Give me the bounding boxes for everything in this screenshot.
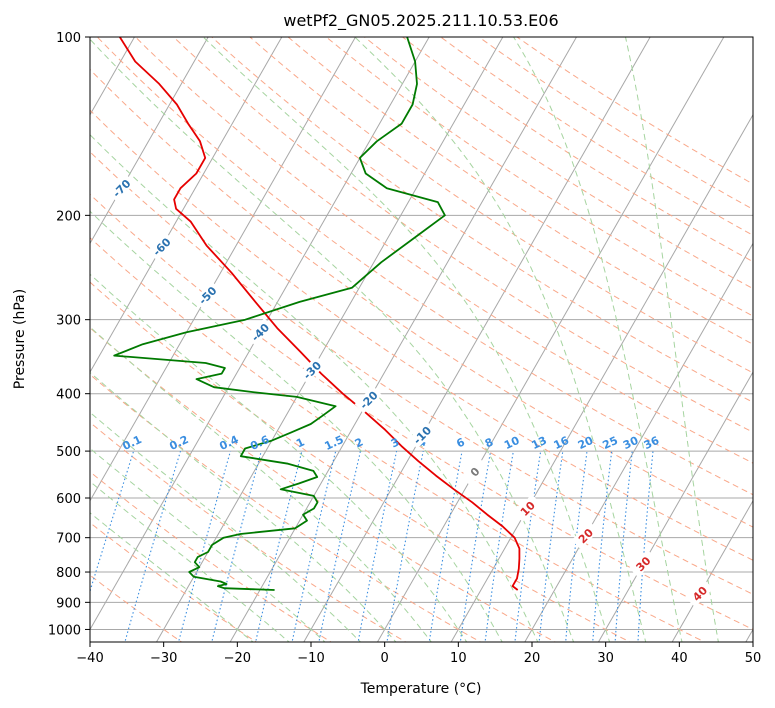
axes: −40 −30 −20 −10 0 10 20 30 40 50 100 200 300 400 500 60…: [48, 31, 761, 666]
isotherm-line: [90, 37, 283, 374]
mixing-ratio-line: [124, 450, 182, 642]
y-tick-label: 1000: [48, 623, 81, 638]
y-tick-label: 400: [56, 388, 81, 403]
mixing-ratio-label: 10: [502, 434, 522, 452]
chart-title: wetPf2_GN05.2025.211.10.53.E06: [283, 11, 558, 31]
mixing-ratio-label: 30: [621, 434, 641, 452]
isotherm-label-background: [297, 355, 326, 384]
dry-adiabat-line: [90, 281, 631, 642]
x-tick-label: 40: [671, 651, 688, 666]
isotherm-label-background: [354, 385, 383, 414]
moist-adiabat-line: [202, 37, 611, 642]
moist-adiabat-line: [625, 37, 719, 642]
dry-adiabat-line: [134, 37, 753, 464]
isotherm-label-background: [246, 318, 274, 346]
mixing-ratio-label: 20: [576, 434, 596, 452]
isotherm-label-background: [147, 232, 176, 261]
dry-adiabat-line: [90, 327, 557, 642]
moist-adiabat-line: [354, 37, 647, 642]
mixing-ratio-line: [357, 450, 398, 642]
y-tick-label: 800: [56, 566, 81, 581]
x-tick-label: −10: [297, 651, 324, 666]
x-tick-label: −30: [150, 651, 177, 666]
dry-adiabat-line: [172, 37, 753, 433]
x-axis-label: Temperature (°C): [360, 681, 482, 697]
isotherm-line: [376, 37, 725, 642]
mixing-ratio-line: [291, 450, 337, 642]
mixing-ratio-label: 16: [552, 434, 572, 452]
mixing-ratio-label: 13: [530, 434, 549, 452]
moist-adiabat-line: [90, 38, 575, 642]
isotherm-label-background: [460, 457, 489, 486]
y-tick-label: 500: [56, 445, 81, 460]
isotherm-label-background: [571, 521, 600, 550]
x-tick-label: 20: [524, 651, 541, 666]
dewpoint-profile: [113, 37, 446, 591]
dry-adiabat-line: [96, 37, 753, 496]
mixing-ratio-line: [90, 450, 135, 593]
x-tick-label: 30: [597, 651, 614, 666]
isotherm-label-background: [193, 281, 222, 309]
dry-adiabat-line: [90, 193, 753, 630]
isotherm-label-background: [408, 421, 436, 449]
mixing-ratio-label: 25: [601, 434, 620, 452]
moist-adiabat-line: [90, 447, 326, 642]
isotherm-line: [450, 113, 753, 642]
moist-adiabat-line: [90, 134, 539, 642]
plot-frame: [89, 36, 754, 643]
y-tick-label: 300: [56, 314, 81, 329]
mixing-ratio-line: [318, 450, 361, 642]
isotherm-label-background: [513, 494, 542, 522]
x-tick-label: 10: [450, 651, 467, 666]
isotherm-label-background: [629, 549, 657, 578]
isotherm-line: [303, 37, 651, 642]
isotherm-line: [229, 37, 578, 642]
isotherm-label-background: [107, 174, 136, 202]
dry-adiabat-line: [90, 373, 482, 642]
isotherm-line: [597, 371, 753, 642]
mixing-ratio-line: [255, 450, 303, 642]
dry-adiabat-line: [325, 37, 753, 317]
dry-adiabat-line: [287, 37, 753, 345]
sounding-profiles: [113, 37, 521, 591]
isotherm-line: [671, 499, 753, 642]
x-tick-label: −40: [76, 651, 103, 666]
moist-adiabat-line: [90, 480, 290, 642]
mixing-ratio-label: 36: [642, 434, 662, 452]
dry-adiabat-line: [90, 522, 258, 642]
moist-adiabat-line: [513, 37, 683, 642]
x-tick-label: 50: [745, 651, 762, 666]
x-tick-label: 0: [381, 651, 389, 666]
dry-adiabat-line: [90, 237, 706, 642]
y-tick-label: 600: [56, 492, 81, 507]
dry-adiabat-line: [90, 574, 183, 642]
dry-adiabat-line: [90, 421, 407, 642]
y-tick-label: 700: [56, 532, 81, 547]
y-tick-label: 100: [56, 31, 81, 46]
y-tick-label: 900: [56, 596, 81, 611]
background-lines: [90, 37, 753, 642]
isotherm-line: [90, 37, 209, 245]
mixing-ratio-line: [211, 450, 262, 642]
temperature-profile: [119, 37, 521, 591]
x-tick-label: −20: [224, 651, 251, 666]
y-tick-label: 200: [56, 209, 81, 224]
mixing-ratio-line: [178, 450, 232, 642]
mixing-ratio-line: [386, 450, 424, 642]
moist-adiabat-line: [90, 512, 254, 642]
isotherm-label-background: [685, 579, 714, 608]
y-axis-label: Pressure (hPa): [12, 289, 28, 389]
moist-adiabat-line: [90, 273, 468, 642]
dry-adiabat-line: [90, 471, 332, 642]
